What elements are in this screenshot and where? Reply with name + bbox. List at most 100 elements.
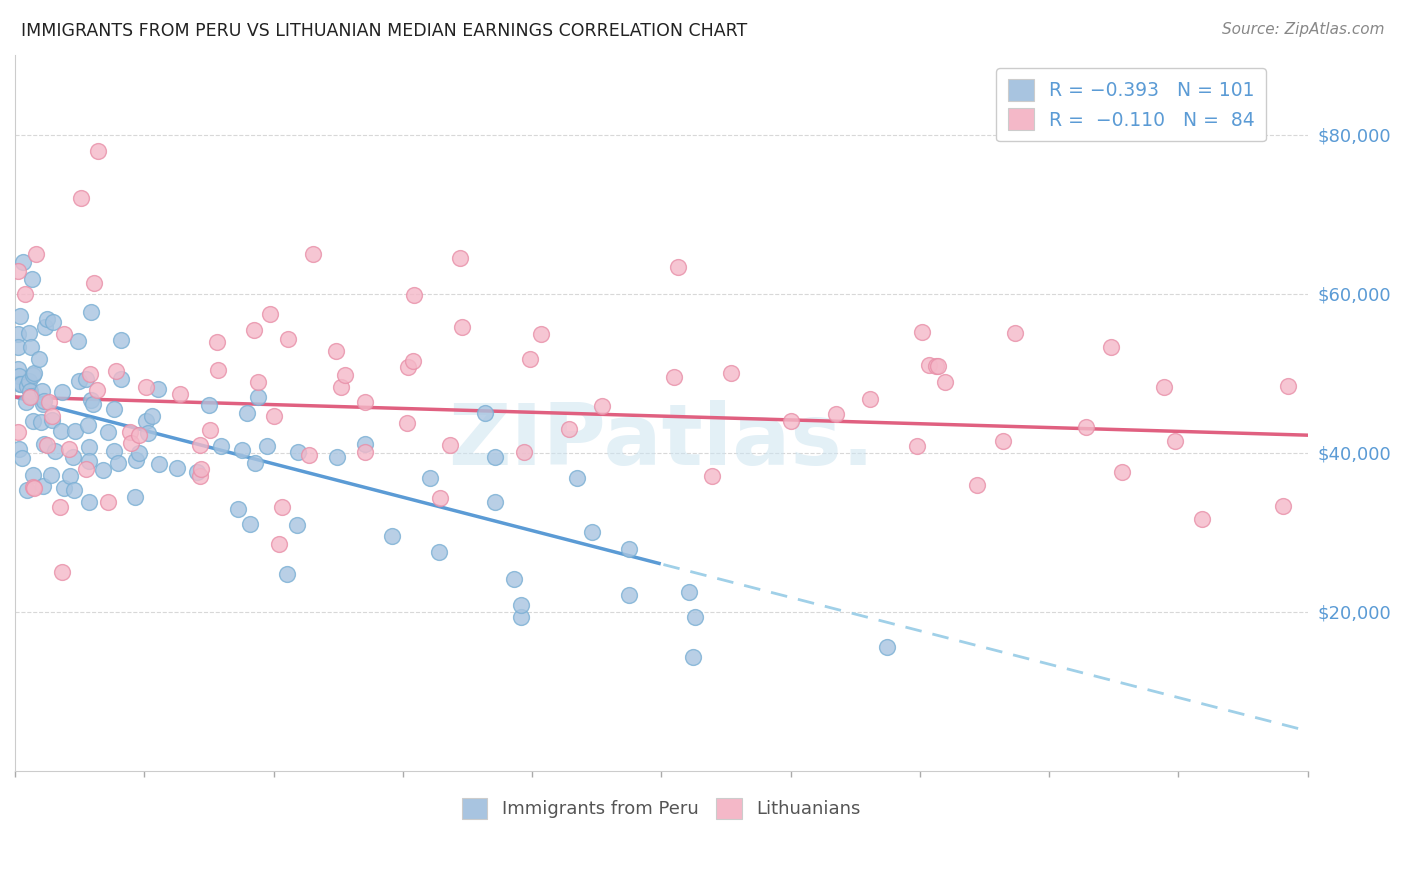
Point (34, 436, 56, 450)
Point (1004, 326, 1026, 340)
Point (354, 395, 377, 409)
Point (513, 445, 536, 459)
Point (141, 409, 163, 423)
Point (21, 480, 44, 494)
Point (63, 483, 86, 498)
Point (682, 650, 704, 665)
Point (509, 610, 531, 624)
Point (166, 460, 188, 475)
Point (419, 471, 441, 485)
Point (263, 409, 285, 423)
Point (557, 422, 579, 436)
Point (75, 372, 97, 386)
Point (567, 471, 589, 485)
Point (859, 392, 882, 406)
Point (927, 359, 949, 373)
Point (236, 406, 259, 420)
Point (148, 457, 170, 471)
Point (20, 340, 42, 354)
Point (354, 437, 377, 451)
Point (25, 247, 48, 261)
Point (80, 393, 103, 408)
Point (120, 436, 142, 450)
Text: ZIPatlas.: ZIPatlas. (449, 400, 875, 483)
Point (104, 364, 127, 378)
Point (62, 450, 84, 464)
Point (188, 468, 211, 483)
Point (683, 609, 706, 624)
Point (28, 352, 51, 367)
Point (34, 319, 56, 334)
Point (128, 427, 150, 442)
Point (39, 467, 62, 482)
Point (7, 361, 30, 376)
Point (267, 537, 290, 551)
Point (825, 407, 848, 421)
Point (276, 567, 298, 582)
Point (21, 468, 44, 483)
Point (135, 413, 157, 427)
Point (700, 469, 723, 483)
Point (103, 401, 125, 416)
Point (15, 483, 38, 497)
Point (7, 425, 30, 439)
Point (1099, 339, 1122, 353)
Point (87, 144, 110, 158)
Point (205, 335, 228, 350)
Point (298, 448, 321, 462)
Point (530, 326, 553, 341)
Point (77, 495, 100, 509)
Point (128, 445, 150, 459)
Point (15, 378, 38, 392)
Point (1111, 465, 1133, 479)
Point (51, 385, 73, 400)
Point (591, 399, 613, 413)
Point (42, 316, 65, 330)
Point (75, 462, 97, 476)
Point (905, 439, 928, 453)
Point (18, 390, 41, 404)
Point (67, 374, 90, 388)
Point (333, 368, 356, 382)
Point (14, 287, 37, 301)
Point (67, 334, 90, 348)
Point (146, 382, 169, 396)
Point (77, 440, 100, 454)
Point (256, 439, 278, 453)
Point (231, 442, 253, 457)
Point (910, 326, 932, 340)
Point (44, 443, 66, 458)
Legend: Immigrants from Peru, Lithuanians: Immigrants from Peru, Lithuanians (454, 791, 868, 826)
Point (34, 394, 56, 409)
Point (484, 450, 506, 464)
Point (484, 494, 506, 508)
Point (59, 469, 82, 483)
Point (617, 542, 640, 557)
Point (519, 351, 541, 366)
Point (198, 423, 221, 437)
Point (35, 438, 58, 452)
Point (779, 414, 801, 428)
Point (402, 288, 425, 302)
Point (7, 264, 30, 278)
Point (96, 495, 118, 509)
Point (285, 518, 308, 533)
Point (7, 327, 30, 342)
Point (503, 573, 526, 587)
Point (7, 368, 30, 383)
Point (7, 340, 30, 354)
Point (18, 384, 41, 399)
Point (7, 442, 30, 457)
Point (21, 414, 44, 428)
Point (186, 465, 208, 479)
Point (398, 359, 420, 374)
Point (13, 255, 35, 269)
Point (10, 377, 32, 392)
Point (354, 445, 377, 459)
Point (21, 368, 44, 383)
Point (259, 307, 281, 321)
Text: Source: ZipAtlas.com: Source: ZipAtlas.com (1222, 22, 1385, 37)
Point (83, 276, 105, 290)
Point (270, 500, 292, 515)
Point (110, 371, 132, 385)
